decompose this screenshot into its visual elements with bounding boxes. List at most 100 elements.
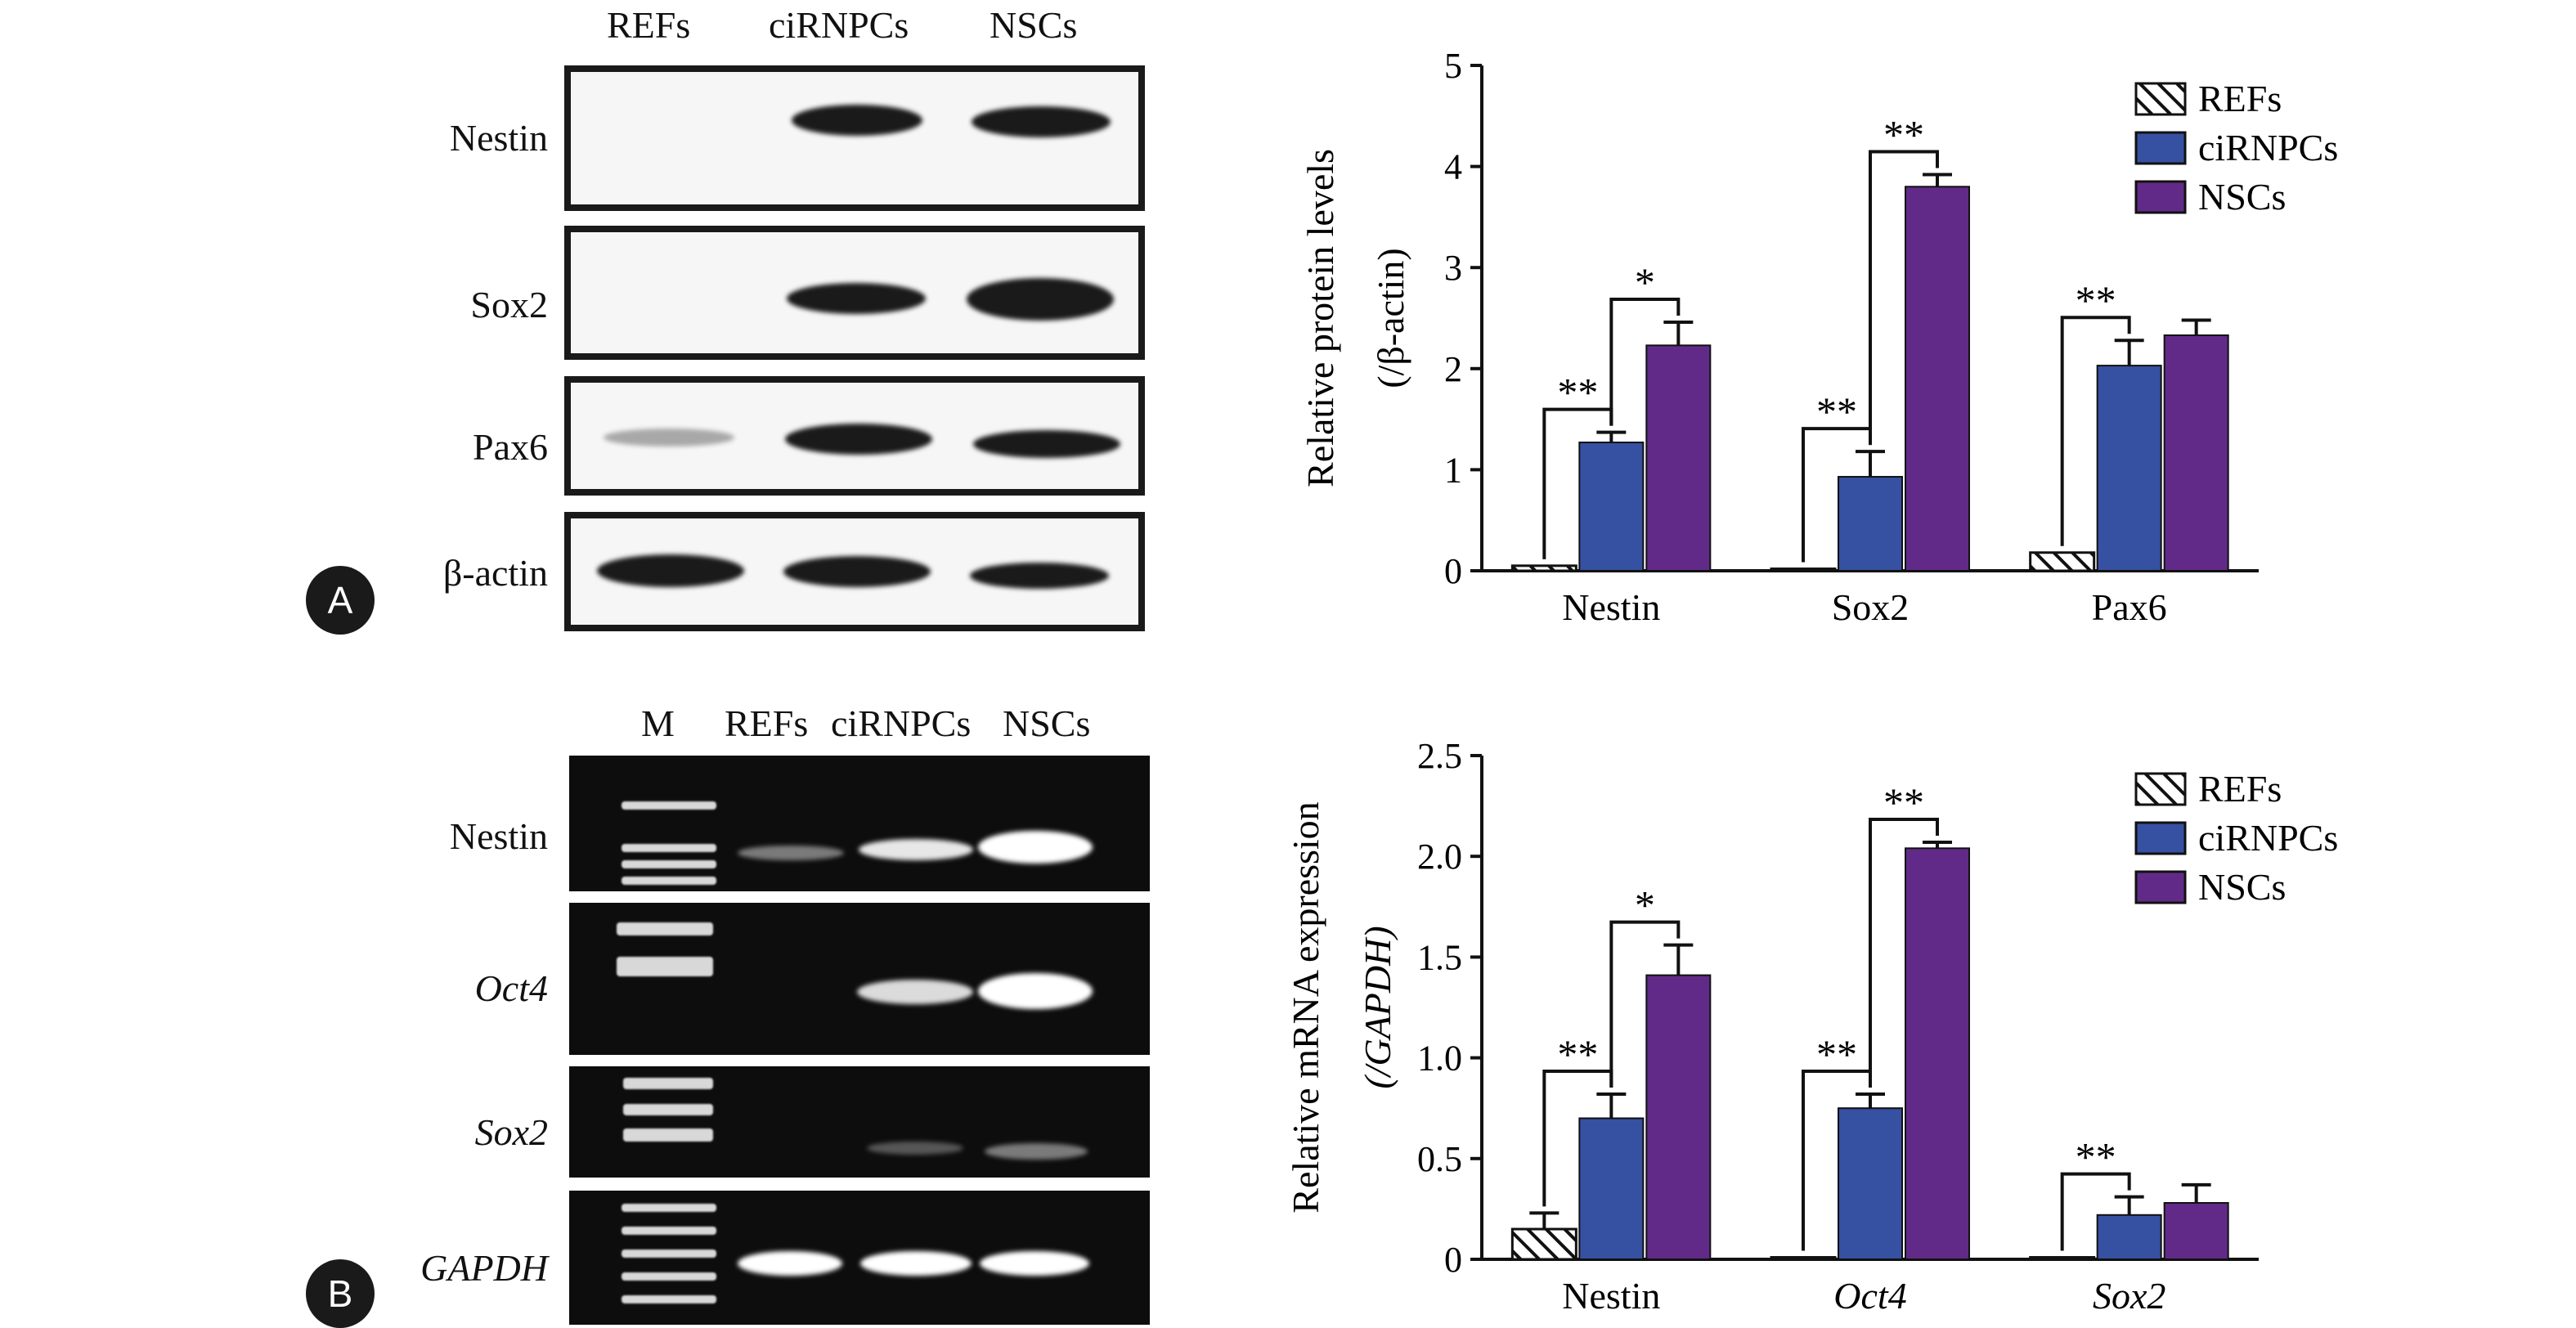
band-gapdh-refs [738, 1251, 842, 1276]
lane-label-refs: REFs [607, 4, 691, 46]
band-pax6-nscs [973, 430, 1120, 458]
lane-label-cirnpcs: ciRNPCs [769, 4, 909, 46]
bar [1510, 564, 1577, 572]
band-nestin-nscs [978, 831, 1093, 864]
band-actin-cirnpcs [783, 556, 931, 587]
significance-bracket [1609, 297, 1681, 426]
bar [2096, 365, 2162, 572]
significance-bracket [1802, 427, 1872, 563]
bar [1838, 476, 1903, 572]
blot-pax6 [564, 376, 1145, 496]
legend-label: ciRNPCs [2198, 127, 2338, 168]
significance-label: * [1635, 259, 1655, 305]
lane-label-marker: M [641, 702, 675, 744]
bar [1770, 1256, 1837, 1261]
ladder-band [617, 957, 713, 976]
band-nestin-cirnpcs [792, 105, 922, 136]
band-gapdh-nscs [980, 1251, 1089, 1276]
ladder-band [622, 844, 716, 852]
legend-swatch [2134, 82, 2187, 116]
band-gapdh-cirnpcs [860, 1251, 972, 1276]
significance-bracket [1869, 150, 1939, 446]
y-tick-label: 0 [1444, 551, 1462, 591]
y-axis-label: Relative mRNA expression [1285, 801, 1326, 1213]
y-tick-label: 4 [1444, 147, 1462, 187]
significance-bracket [1542, 407, 1613, 559]
gel-nestin [569, 756, 1150, 891]
legend-label: REFs [2198, 768, 2282, 810]
band-nestin-refs [738, 846, 844, 860]
row-label-sox2: Sox2 [474, 1111, 548, 1153]
band-sox2-nscs [967, 278, 1114, 321]
y-tick-label: 0.5 [1417, 1139, 1462, 1179]
significance-label: ** [2076, 1134, 2116, 1180]
band-sox2-cirnpcs [787, 283, 926, 314]
significance-bracket [1609, 920, 1681, 1088]
row-label-gapdh: GAPDH [420, 1247, 548, 1289]
row-label-pax6: Pax6 [473, 426, 548, 468]
bar [1578, 1117, 1645, 1261]
bar [2029, 551, 2096, 572]
significance-label: ** [1557, 1031, 1598, 1077]
panel-a-badge: A [306, 566, 375, 635]
lane-label-nscs: NSCs [990, 4, 1078, 46]
ladder-band [623, 1078, 713, 1089]
ladder-band [622, 1249, 716, 1258]
band-sox2-cirnpcs [867, 1142, 963, 1155]
gel-sox2 [569, 1066, 1150, 1178]
y-tick-label: 0 [1444, 1240, 1462, 1280]
y-tick-label: 1.5 [1417, 937, 1462, 977]
x-tick-label: Pax6 [2092, 586, 2167, 628]
band-actin-refs [597, 554, 744, 587]
y-tick-label: 1.0 [1417, 1039, 1462, 1079]
x-tick-label: Nestin [1562, 1275, 1660, 1317]
bar [1578, 442, 1645, 572]
significance-label: ** [1557, 370, 1598, 415]
mrna-expression-chart: 0 0.5 1.0 1.5 2.0 2.5 Relative mRNA expression… [1285, 736, 2338, 1317]
ladder-band [623, 1104, 713, 1115]
ladder-band [622, 877, 716, 885]
legend-swatch [2134, 821, 2187, 855]
legend-swatch [2134, 772, 2187, 806]
x-tick-label: Oct4 [1833, 1275, 1906, 1317]
significance-label: ** [1883, 111, 1924, 157]
significance-bracket [1542, 1069, 1613, 1207]
lane-label-refs: REFs [725, 702, 809, 744]
row-label-oct4: Oct4 [474, 967, 548, 1009]
y-tick-label: 3 [1444, 248, 1462, 288]
legend-swatch [2134, 131, 2187, 165]
ladder-band [622, 1272, 716, 1281]
bar [1905, 847, 1970, 1260]
bar [1510, 1227, 1577, 1261]
bar [2096, 1214, 2162, 1260]
bar [1838, 1107, 1903, 1260]
panel-b-badge: B [306, 1259, 375, 1328]
y-tick-label: 2 [1444, 349, 1462, 389]
protein-level-chart: 0 1 2 3 4 5 Relative protein levels (/β-actin) N… [1299, 46, 2338, 628]
ladder-band [622, 801, 716, 810]
significance-label: ** [2076, 277, 2116, 323]
band-oct4-cirnpcs [857, 980, 973, 1004]
gel-oct4 [569, 903, 1150, 1055]
y-tick-label: 1 [1444, 450, 1462, 490]
legend-swatch [2134, 870, 2187, 904]
band-actin-nscs [970, 563, 1109, 589]
legend-label: ciRNPCs [2198, 817, 2338, 859]
band-sox2-nscs [985, 1143, 1088, 1160]
significance-label: ** [1816, 1031, 1857, 1077]
x-tick-label: Sox2 [2093, 1275, 2165, 1317]
band-pax6-cirnpcs [785, 424, 932, 455]
legend-swatch [2134, 180, 2187, 214]
significance-bracket [1802, 1069, 1872, 1251]
ladder-band [617, 922, 713, 935]
legend-label: NSCs [2198, 176, 2286, 218]
bar [2163, 1202, 2229, 1261]
row-label-beta-actin: β-actin [442, 552, 548, 594]
x-tick-label: Nestin [1562, 586, 1660, 628]
y-tick-label: 2.5 [1417, 736, 1462, 776]
ladder-band [622, 860, 716, 868]
x-tick-label: Sox2 [1832, 586, 1910, 628]
gel-gapdh [569, 1191, 1150, 1325]
blot-beta-actin [564, 512, 1145, 631]
band-oct4-nscs [978, 973, 1093, 1009]
